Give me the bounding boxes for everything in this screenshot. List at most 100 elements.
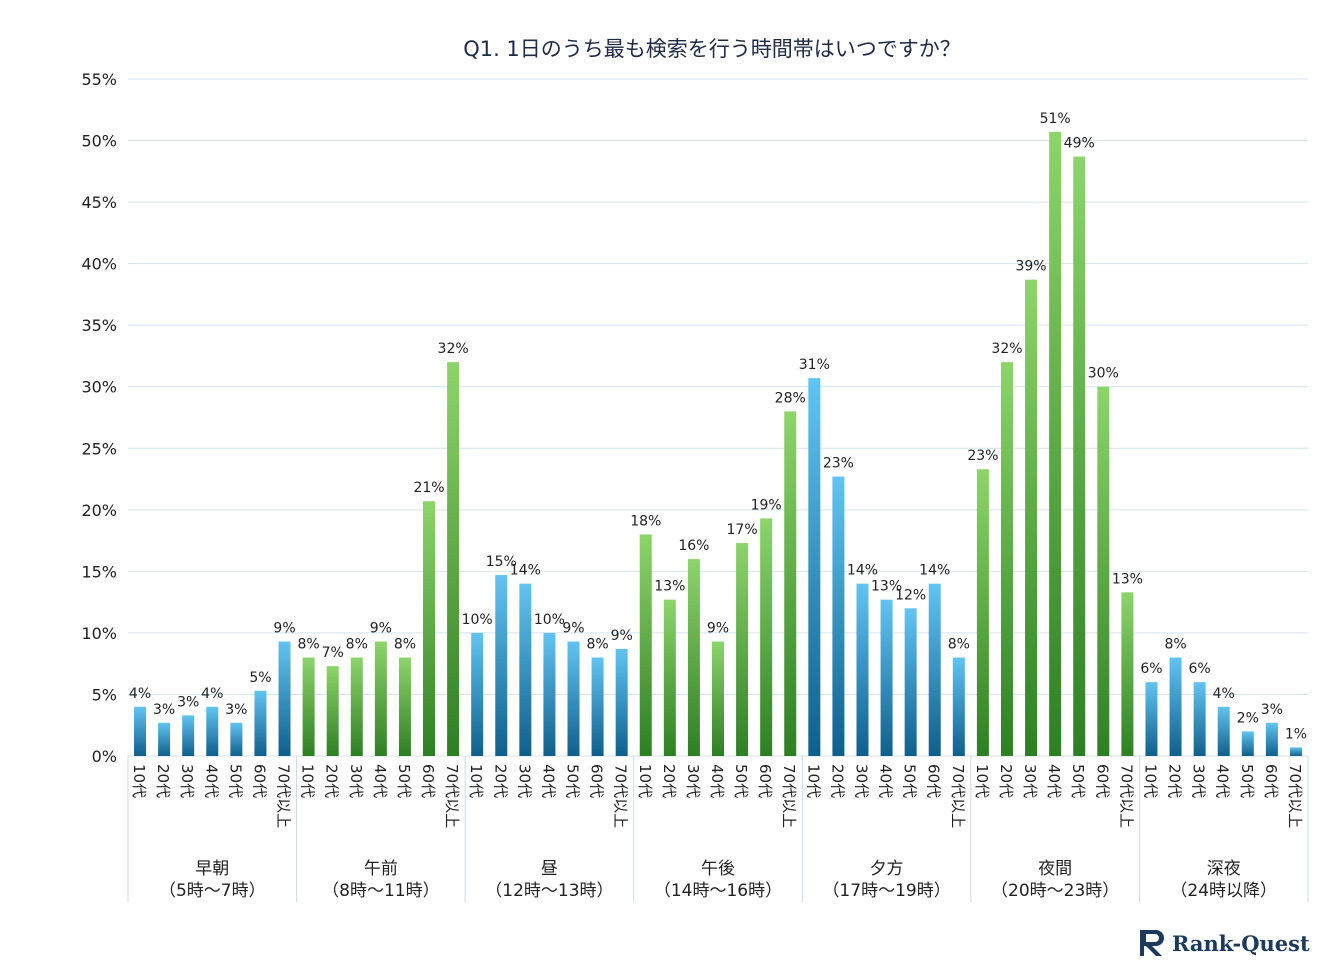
bar xyxy=(1049,131,1062,757)
age-label: 10代 xyxy=(1141,764,1159,798)
data-label: 3% xyxy=(1261,702,1283,718)
age-label: 30代 xyxy=(852,764,870,798)
age-label: 70代以上 xyxy=(275,764,293,828)
age-label: 70代以上 xyxy=(1117,764,1135,828)
bar xyxy=(1193,682,1206,756)
data-label: 7% xyxy=(322,645,344,661)
bar xyxy=(471,632,484,756)
age-label: 50代 xyxy=(395,764,413,798)
bar xyxy=(134,706,147,756)
y-tick-label: 10% xyxy=(81,624,117,643)
data-label: 23% xyxy=(967,448,998,464)
data-label: 9% xyxy=(273,621,295,637)
bar xyxy=(1169,657,1182,756)
bar xyxy=(1241,731,1254,756)
group-time-range: （5時～7時） xyxy=(159,881,266,901)
data-label: 30% xyxy=(1088,366,1119,382)
bar xyxy=(1097,386,1110,756)
bar xyxy=(1289,747,1302,756)
group-time-range: （14時～16時） xyxy=(654,881,782,901)
age-label: 40代 xyxy=(371,764,389,798)
age-label: 40代 xyxy=(1214,764,1232,798)
bar xyxy=(278,641,291,756)
data-label: 13% xyxy=(654,579,685,595)
data-label: 3% xyxy=(225,702,247,718)
data-label: 14% xyxy=(847,563,878,579)
data-label: 32% xyxy=(991,341,1022,357)
data-label: 2% xyxy=(1237,710,1259,726)
age-label: 10代 xyxy=(973,764,991,798)
group-label: 深夜 xyxy=(1207,859,1241,879)
age-label: 60代 xyxy=(250,764,268,798)
age-label: 70代以上 xyxy=(1286,764,1304,828)
age-label: 40代 xyxy=(708,764,726,798)
age-label: 60代 xyxy=(419,764,437,798)
age-label: 60代 xyxy=(1093,764,1111,798)
group-time-range: （8時～11時） xyxy=(322,881,439,901)
data-label: 3% xyxy=(177,694,199,710)
data-label: 15% xyxy=(486,554,517,570)
bar xyxy=(1073,156,1086,757)
chart-title: Q1. 1日のうち最も検索を行う時間帯はいつですか？ xyxy=(463,37,961,61)
gridlines xyxy=(128,78,1308,757)
age-label: 10代 xyxy=(299,764,317,798)
data-label: 8% xyxy=(298,637,320,653)
bar xyxy=(808,378,821,756)
bar xyxy=(880,599,893,756)
data-label: 18% xyxy=(630,513,661,529)
bar xyxy=(350,657,363,756)
age-label: 60代 xyxy=(756,764,774,798)
bar xyxy=(206,706,219,756)
data-label: 10% xyxy=(462,612,493,628)
age-label: 30代 xyxy=(347,764,365,798)
bar xyxy=(326,666,339,756)
age-label: 20代 xyxy=(997,764,1015,798)
age-label: 40代 xyxy=(539,764,557,798)
group-label: 早朝 xyxy=(195,859,229,879)
bar xyxy=(639,534,652,756)
y-tick-label: 15% xyxy=(81,562,117,581)
brand-name: Rank-Quest xyxy=(1172,931,1310,956)
data-label: 1% xyxy=(1285,726,1307,742)
age-label: 60代 xyxy=(1262,764,1280,798)
age-label: 10代 xyxy=(804,764,822,798)
group-time-range: （12時～13時） xyxy=(485,881,613,901)
bar xyxy=(1145,682,1158,756)
bar xyxy=(567,641,580,756)
data-label: 13% xyxy=(1112,571,1143,587)
y-tick-label: 50% xyxy=(81,132,117,151)
bar xyxy=(736,543,749,756)
y-tick-label: 45% xyxy=(81,193,117,212)
age-label: 60代 xyxy=(925,764,943,798)
data-label: 4% xyxy=(201,686,223,702)
bar xyxy=(856,583,869,756)
data-label: 4% xyxy=(1213,686,1235,702)
data-label: 4% xyxy=(129,686,151,702)
bar xyxy=(182,715,195,756)
age-label: 10代 xyxy=(636,764,654,798)
bar xyxy=(543,632,556,756)
data-label: 9% xyxy=(562,621,584,637)
data-label: 21% xyxy=(413,480,444,496)
data-label: 8% xyxy=(586,637,608,653)
bar xyxy=(447,362,460,756)
age-label: 30代 xyxy=(515,764,533,798)
age-label: 20代 xyxy=(323,764,341,798)
bar xyxy=(976,469,989,756)
group-label: 昼 xyxy=(541,859,558,879)
bar xyxy=(712,641,724,756)
y-tick-label: 40% xyxy=(81,255,117,274)
bar xyxy=(423,501,436,756)
age-label: 70代以上 xyxy=(443,764,461,828)
bar xyxy=(904,608,917,756)
bar xyxy=(495,575,508,756)
data-label: 12% xyxy=(895,587,926,603)
data-label: 10% xyxy=(534,612,565,628)
group-time-range: （24時以降） xyxy=(1170,881,1277,901)
bar xyxy=(591,657,604,756)
data-label: 6% xyxy=(1140,661,1162,677)
bar xyxy=(615,648,628,756)
data-label: 39% xyxy=(1015,259,1046,275)
